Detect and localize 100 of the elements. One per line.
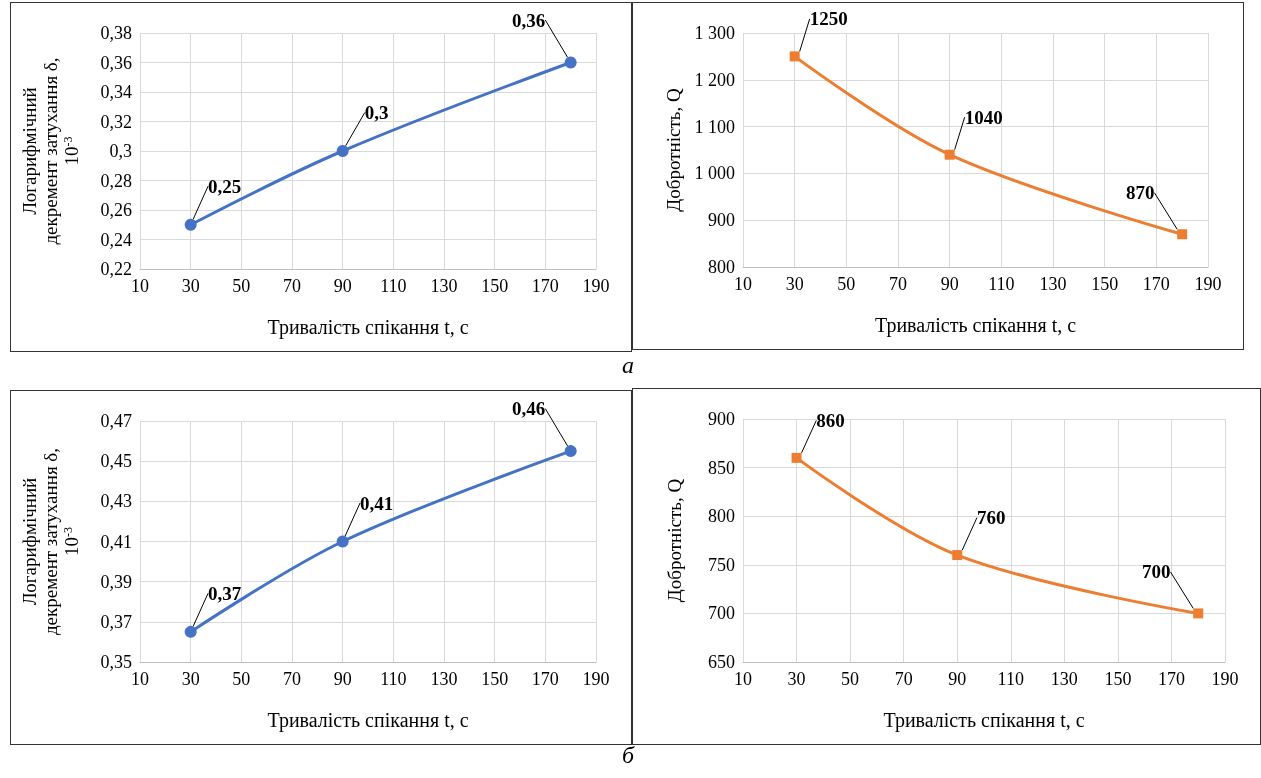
y-axis-title: Добротність, Q [662,88,684,212]
x-tick-label: 30 [787,669,806,689]
data-label: 0,25 [208,175,242,197]
x-tick-label: 170 [531,669,559,689]
point [184,218,197,231]
x-tick-label: 110 [997,669,1024,689]
x-tick-label: 130 [430,669,458,689]
x-tick-label: 170 [531,276,559,296]
data-label: 860 [816,409,845,431]
point [564,445,577,458]
data-label: 0,37 [208,582,242,604]
y-tick-label: 900 [708,409,735,429]
y-tick-label: 0,28 [100,170,132,191]
x-tick-label: 70 [889,274,907,294]
data-label: 760 [976,507,1006,529]
x-axis-title: Тривалість спікання t, с [883,709,1085,732]
data-label: 0,41 [360,492,394,514]
x-tick-label: 190 [582,276,610,296]
point [1193,608,1204,619]
x-tick-label: 70 [894,669,913,689]
x-tick-label: 10 [734,669,752,689]
x-tick-label: 150 [1104,669,1132,689]
x-tick-label: 90 [333,276,352,296]
point [336,145,349,157]
x-tick-label: 10 [131,276,149,296]
x-tick-label: 130 [1039,274,1067,294]
y-tick-label: 0,45 [100,451,132,472]
y-tick-label: 800 [708,506,735,527]
x-axis-title: Тривалість спікання t, с [874,314,1077,337]
x-tick-label: 90 [940,274,959,294]
y-tick-label: 0,37 [100,611,132,632]
x-tick-label: 10 [131,669,149,689]
y-tick-label: 850 [708,457,735,478]
y-tick-label: 0,39 [100,571,132,592]
y-tick-label: 0,32 [100,111,132,132]
data-label: 1040 [964,106,1003,128]
x-tick-label: 70 [283,276,301,296]
y-tick-label: 1 100 [694,116,735,137]
x-tick-label: 130 [430,276,458,296]
x-tick-label: 150 [481,669,509,689]
y-tick-label: 0,22 [100,259,132,279]
x-tick-label: 50 [837,274,856,294]
y-tick-label: 700 [708,603,735,624]
x-axis-title: Тривалість спікання t, с [267,709,469,732]
y-tick-label: 1 200 [694,69,735,90]
x-tick-label: 130 [1050,669,1078,689]
y-tick-label: 0,3 [109,141,132,161]
x-tick-label: 70 [283,669,301,689]
x-tick-label: 30 [785,274,804,294]
x-tick-label: 30 [181,669,200,689]
y-axis-title: Добротність, Q [664,478,685,603]
y-tick-label: 0,36 [100,52,132,73]
x-tick-label: 150 [481,276,509,296]
x-tick-label: 90 [948,669,967,689]
point [952,550,963,561]
y-tick-label: 0,34 [100,82,132,102]
point [336,535,349,548]
point [564,56,577,69]
x-tick-label: 50 [232,276,251,296]
x-tick-label: 50 [841,669,860,689]
y-tick-label: 650 [708,652,735,672]
y-tick-label: 0,35 [100,652,132,672]
y-tick-label: 0,41 [100,531,132,552]
y-tick-label: 1 000 [694,163,735,184]
data-label: 0,36 [512,9,546,31]
x-axis-title: Тривалість спікання t, с [267,316,469,339]
x-tick-label: 190 [582,669,610,689]
x-tick-label: 110 [380,276,407,296]
x-tick-label: 30 [181,276,200,296]
x-tick-label: 170 [1142,274,1170,294]
x-tick-label: 190 [1211,669,1239,689]
point [184,625,197,638]
y-tick-label: 0,43 [100,491,132,512]
data-label: 700 [1141,561,1171,583]
point [789,51,800,62]
data-label: 0,46 [512,398,546,420]
text: б [622,742,635,769]
y-tick-label: 1 300 [694,23,735,43]
text: а [622,352,634,379]
x-tick-label: 50 [232,669,251,689]
point [791,452,802,463]
x-tick-label: 170 [1157,669,1185,689]
y-tick-label: 0,47 [100,411,132,431]
data-label: 1250 [809,8,848,30]
y-tick-label: 900 [708,210,735,231]
y-tick-label: 800 [708,257,735,277]
y-tick-label: 750 [708,554,735,575]
point [1177,229,1188,240]
y-tick-label: 0,38 [100,23,132,43]
point [944,149,955,160]
x-tick-label: 190 [1194,274,1222,294]
x-tick-label: 150 [1091,274,1119,294]
data-label: 870 [1125,182,1155,204]
y-tick-label: 0,24 [100,229,132,250]
y-tick-label: 0,26 [100,200,132,220]
data-label: 0,3 [364,102,389,123]
x-tick-label: 90 [333,669,352,689]
x-tick-label: 110 [988,274,1015,294]
x-tick-label: 10 [734,274,752,294]
x-tick-label: 110 [380,669,407,689]
